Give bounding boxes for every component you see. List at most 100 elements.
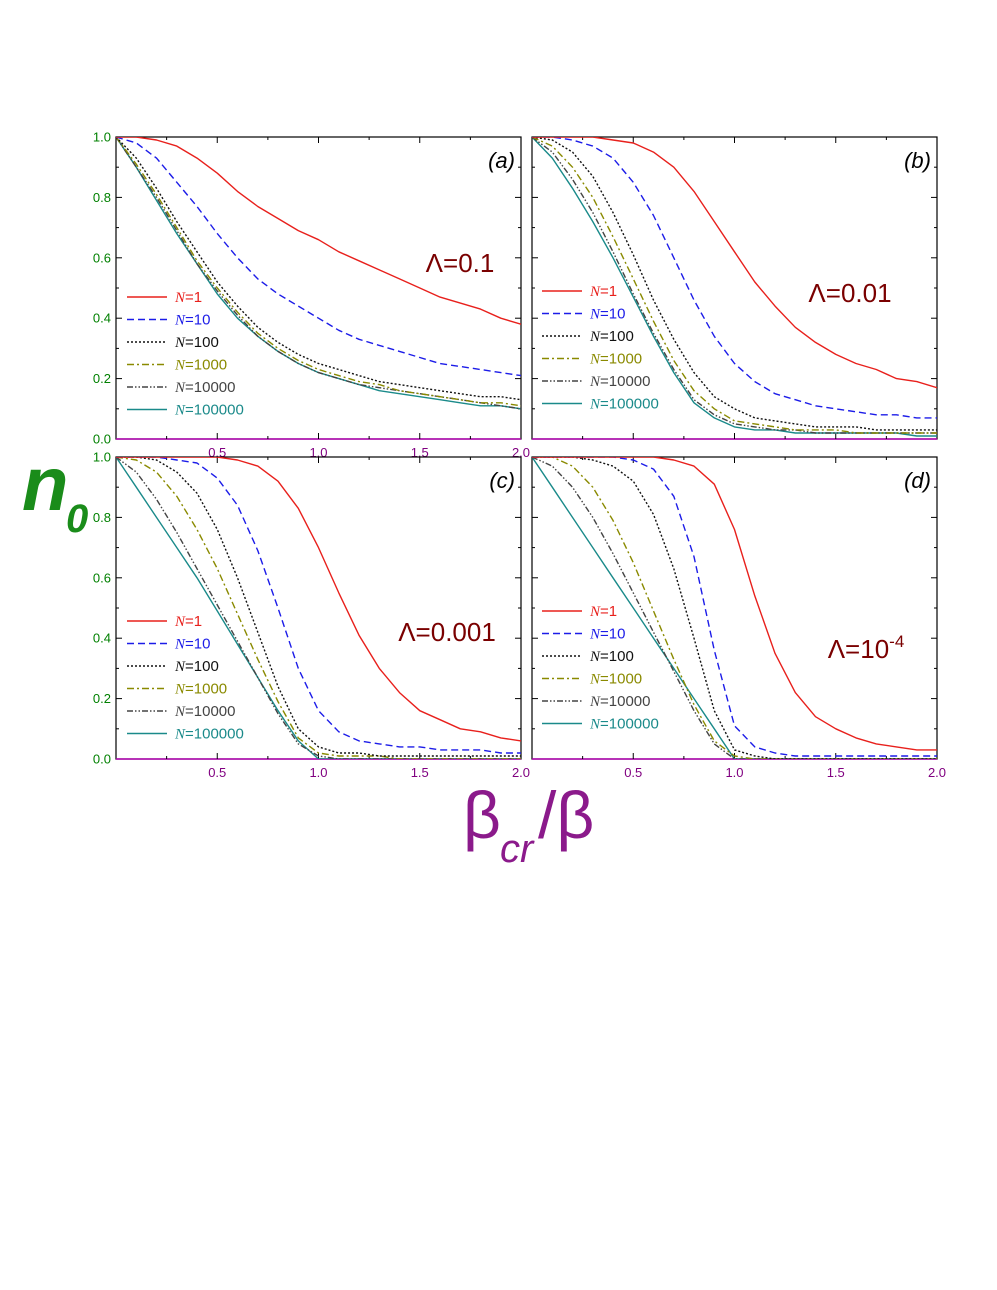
panel-label: (b) <box>904 148 931 173</box>
lambda-annotation: Λ=0.01 <box>808 278 891 308</box>
series-line-n-100 <box>532 457 937 759</box>
x-axis-label: β cr /β <box>463 778 594 871</box>
panel-label: (a) <box>488 148 515 173</box>
y-axis-label-main: n <box>22 442 68 527</box>
x-tick-label: 1.0 <box>309 445 327 460</box>
y-axis-label-sub: 0 <box>66 497 88 541</box>
x-tick-label: 0.5 <box>208 765 226 780</box>
panel-b: (b) Λ=0.01 N=1 N=10 N=100 N=1000 N=10000 N=1000… <box>531 136 938 440</box>
series-line-n-10000 <box>116 457 521 759</box>
series-group <box>532 137 937 437</box>
legend-entry: N=1000 <box>589 351 642 368</box>
series-line-n-1000 <box>116 457 521 759</box>
series-line-n-100000 <box>116 457 521 759</box>
legend-entry: N=10000 <box>174 379 236 396</box>
x-tick-label: 0.5 <box>624 765 642 780</box>
legend-entry: N=100 <box>589 328 634 345</box>
series-group <box>116 137 521 410</box>
legend: N=1 N=10 N=100 N=1000 N=10000 N=100000 <box>127 289 244 419</box>
legend-entry: N=1 <box>174 289 202 306</box>
legend-entry: N=100000 <box>174 402 244 419</box>
legend-entry: N=1000 <box>589 671 642 688</box>
x-tick-label: 1.5 <box>411 765 429 780</box>
y-tick-label: 0.4 <box>93 631 111 646</box>
y-axis-label: n 0 <box>22 442 88 541</box>
series-line-n-10 <box>532 137 937 419</box>
x-tick-label: 2.0 <box>512 445 530 460</box>
panel-label: (d) <box>904 468 931 493</box>
series-line-n-10 <box>116 137 521 377</box>
lambda-annotation: Λ=10-4 <box>828 632 905 664</box>
x-axis-label-tail: /β <box>538 778 594 852</box>
y-tick-label: 1.0 <box>93 130 111 145</box>
x-tick-label: 1.5 <box>827 765 845 780</box>
series-line-n-1 <box>532 137 937 389</box>
legend: N=1 N=10 N=100 N=1000 N=10000 N=100000 <box>127 613 244 743</box>
y-tick-label: 0.2 <box>93 691 111 706</box>
legend-entry: N=1000 <box>174 681 227 698</box>
series-line-n-100000 <box>532 457 937 759</box>
legend-entry: N=1 <box>589 283 617 300</box>
lambda-value: Λ=0.001 <box>398 617 496 647</box>
series-line-n-100 <box>116 137 521 401</box>
panel-d: 0.5 1.0 1.5 2.0(d)Λ=10-4N=1N=10N=100N=1000N… <box>531 456 946 780</box>
y-tick-label: 0.8 <box>93 190 111 205</box>
legend-entry: N=10 <box>589 306 625 323</box>
y-tick-label: 0.0 <box>93 752 111 767</box>
series-line-n-100 <box>532 137 937 431</box>
legend-entry: N=1 <box>589 603 617 620</box>
lambda-value: Λ=10 <box>828 634 889 664</box>
x-axis-label-sub: cr <box>500 827 535 871</box>
lambda-value: Λ=0.01 <box>808 278 891 308</box>
series-line-n-1000 <box>532 457 937 759</box>
legend-entry: N=1 <box>174 613 202 630</box>
legend-entry: N=10 <box>174 636 210 653</box>
y-tick-label: 0.8 <box>93 510 111 525</box>
x-tick-label: 1.5 <box>411 445 429 460</box>
lambda-annotation: Λ=0.001 <box>398 617 496 647</box>
series-group <box>532 457 937 759</box>
x-axis-label-main: β <box>463 778 501 852</box>
legend-entry: N=100 <box>174 658 219 675</box>
y-tick-label: 0.6 <box>93 570 111 585</box>
lambda-value: Λ=0.1 <box>426 248 495 278</box>
legend: N=1 N=10 N=100 N=1000 N=10000 N=100000 <box>542 603 659 733</box>
panels-group: 0.5 1.0 1.5 2.0 0.0 0.2 0.4 0.6 0.8 1.0 (a) Λ=0.1 N=… <box>93 130 946 781</box>
series-line-n-1 <box>532 457 937 751</box>
series-line-n-100000 <box>532 137 937 437</box>
series-line-n-100 <box>116 457 521 757</box>
panel-label: (c) <box>489 468 515 493</box>
lambda-exponent: -4 <box>889 632 904 651</box>
legend-entry: N=100000 <box>174 726 244 743</box>
y-tick-label: 0.2 <box>93 371 111 386</box>
series-line-n-1 <box>116 457 521 742</box>
legend-entry: N=10000 <box>174 703 236 720</box>
legend-entry: N=100 <box>589 648 634 665</box>
series-line-n-10000 <box>532 457 937 759</box>
series-line-n-1 <box>116 137 521 325</box>
x-tick-label: 1.0 <box>309 765 327 780</box>
panel-a: 0.5 1.0 1.5 2.0 0.0 0.2 0.4 0.6 0.8 1.0 (a) Λ=0.1 N=… <box>93 130 530 461</box>
legend-entry: N=100 <box>174 334 219 351</box>
x-tick-label: 2.0 <box>928 765 946 780</box>
x-tick-label: 1.0 <box>725 765 743 780</box>
series-line-n-10 <box>532 457 937 757</box>
panel-c: 0.5 1.0 1.5 2.0 0.0 0.2 0.4 0.6 0.8 1.0 (c) Λ=0.001… <box>93 450 530 781</box>
legend-entry: N=10 <box>589 626 625 643</box>
legend-entry: N=10 <box>174 312 210 329</box>
legend-entry: N=100000 <box>589 716 659 733</box>
legend: N=1 N=10 N=100 N=1000 N=10000 N=100000 <box>542 283 659 413</box>
x-tick-label: 2.0 <box>512 765 530 780</box>
legend-entry: N=10000 <box>589 693 651 710</box>
x-tick-label: 0.5 <box>208 445 226 460</box>
lambda-annotation: Λ=0.1 <box>426 248 495 278</box>
legend-entry: N=1000 <box>174 357 227 374</box>
series-group <box>116 457 521 759</box>
y-tick-label: 1.0 <box>93 450 111 465</box>
y-tick-label: 0.0 <box>93 432 111 447</box>
legend-entry: N=100000 <box>589 396 659 413</box>
y-tick-label: 0.6 <box>93 250 111 265</box>
legend-entry: N=10000 <box>589 373 651 390</box>
series-line-n-1000 <box>116 137 521 407</box>
y-tick-label: 0.4 <box>93 311 111 326</box>
